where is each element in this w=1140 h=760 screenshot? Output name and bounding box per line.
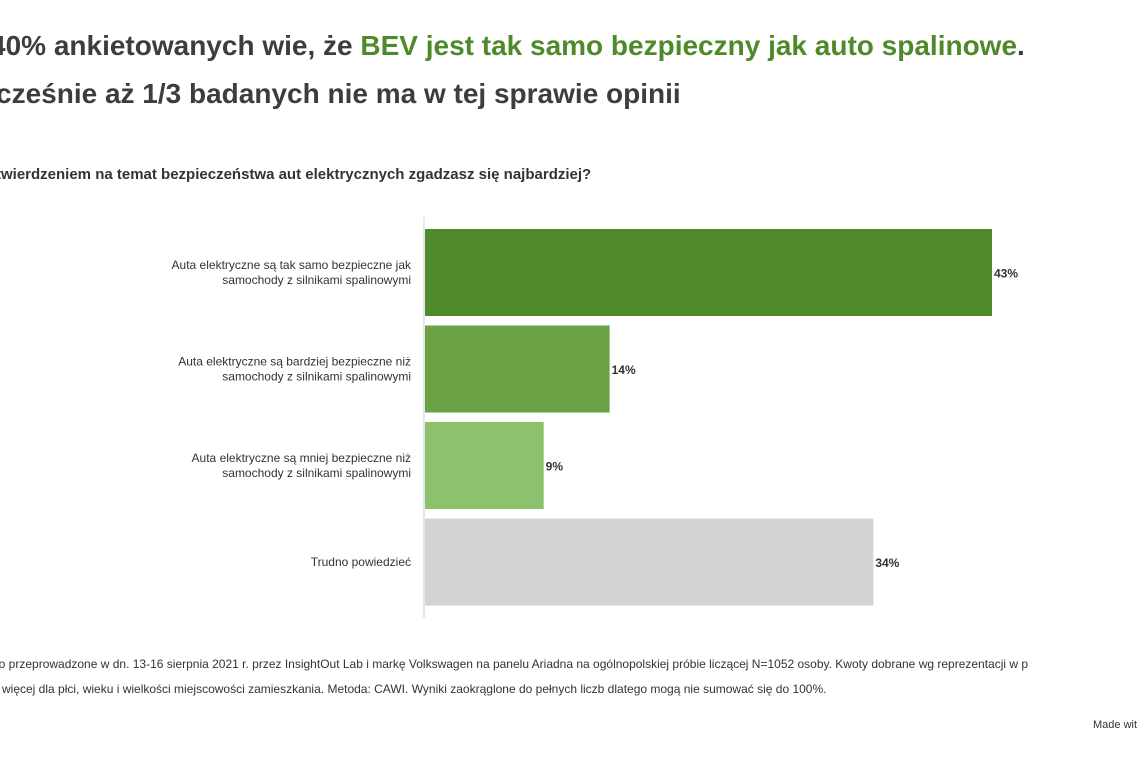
chart-title: 40% ankietowanych wie, że BEV jest tak s… <box>0 22 1140 118</box>
category-label-line: Auta elektryczne są mniej bezpieczne niż <box>192 451 411 465</box>
category-label-1: Auta elektryczne są tak samo bezpieczne … <box>172 258 412 287</box>
made-with-label: Made wit <box>1093 719 1138 731</box>
category-label-line: Trudno powiedzieć <box>311 555 411 569</box>
bar-value-label-4: 34% <box>875 556 899 570</box>
chart-question: twierdzeniem na temat bezpieczeństwa aut… <box>0 166 592 183</box>
bar-value-label-1: 43% <box>994 267 1018 281</box>
category-label-2: Auta elektryczne są bardziej bezpieczne … <box>178 355 411 384</box>
category-label-3: Auta elektryczne są mniej bezpieczne niż… <box>192 451 411 480</box>
category-label-line: samochody z silnikami spalinowymi <box>222 273 411 287</box>
title-line-1-text: 40% ankietowanych wie, że <box>0 30 361 61</box>
category-label-line: Auta elektryczne są tak samo bezpieczne … <box>172 258 412 272</box>
bar-2 <box>425 325 610 413</box>
category-label-line: samochody z silnikami spalinowymi <box>222 466 411 480</box>
bar-value-label-2: 14% <box>612 363 636 377</box>
title-line-1: 40% ankietowanych wie, że BEV jest tak s… <box>0 22 1140 70</box>
category-label-line: samochody z silnikami spalinowymi <box>222 370 411 384</box>
bar-value-label-3: 9% <box>546 460 564 474</box>
category-label-4: Trudno powiedzieć <box>311 555 411 569</box>
title-line-2: cześnie aż 1/3 badanych nie ma w tej spr… <box>0 78 681 109</box>
category-label-line: Auta elektryczne są bardziej bezpieczne … <box>178 355 411 369</box>
bar-1 <box>425 229 992 316</box>
title-accent-text: BEV jest tak samo bezpieczny jak auto sp… <box>360 30 1018 61</box>
bar-3 <box>425 422 544 509</box>
title-line-1-end: . <box>1017 30 1025 61</box>
footnote-line-1: lo przeprowadzone w dn. 13-16 sierpnia 2… <box>0 657 1029 671</box>
footnote: lo przeprowadzone w dn. 13-16 sierpnia 2… <box>0 652 1140 702</box>
footnote-line-2: i więcej dla płci, wieku i wielkości mie… <box>0 682 827 696</box>
bar-4 <box>425 518 874 606</box>
